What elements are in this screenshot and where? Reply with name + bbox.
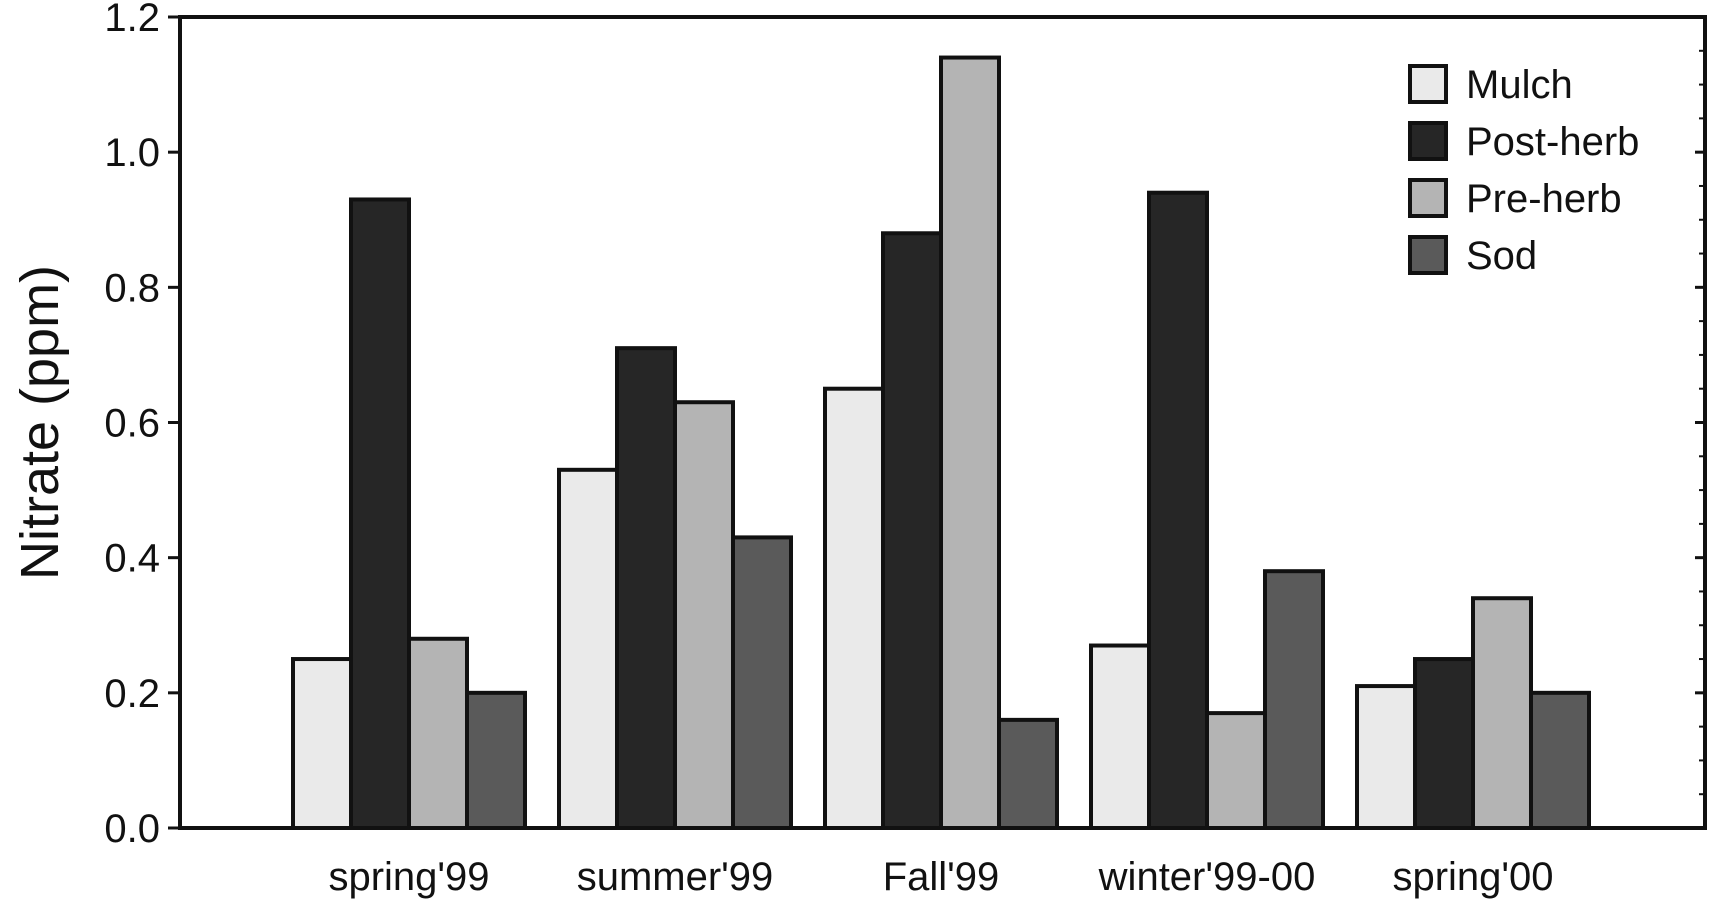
legend-swatch-post-herb <box>1408 121 1448 161</box>
legend-swatch-sod <box>1408 235 1448 275</box>
bar-mulch-1 <box>557 467 619 830</box>
legend-label: Pre-herb <box>1466 177 1622 221</box>
bar-post-herb-1 <box>615 346 677 830</box>
legend-label: Sod <box>1466 234 1537 278</box>
bar-sod-3 <box>1263 569 1325 831</box>
x-tick-label: spring'00 <box>1392 855 1553 899</box>
bar-pre-herb-0 <box>407 636 469 830</box>
bar-mulch-0 <box>291 657 353 831</box>
bar-pre-herb-1 <box>673 400 735 830</box>
y-tick-label: 0.6 <box>104 402 160 446</box>
x-tick-label: summer'99 <box>577 855 774 899</box>
legend-label: Post-herb <box>1466 120 1639 164</box>
legend-label: Mulch <box>1466 63 1573 107</box>
bar-post-herb-0 <box>349 197 411 831</box>
y-tick-label: 0.8 <box>104 266 160 310</box>
bar-mulch-3 <box>1089 643 1151 831</box>
y-axis-title: Nitrate (ppm) <box>10 265 70 580</box>
bar-pre-herb-4 <box>1471 596 1533 831</box>
y-tick-label: 0.4 <box>104 537 160 581</box>
x-tick-label: Fall'99 <box>883 855 1000 899</box>
legend-swatch-mulch <box>1408 64 1448 104</box>
y-axis: 0.0 0.2 0.4 0.6 0.8 1.0 1.2 <box>104 0 1705 851</box>
legend: Mulch Post-herb Pre-herb Sod <box>1408 63 1639 278</box>
bar-sod-4 <box>1529 690 1591 830</box>
bar-post-herb-2 <box>881 231 943 830</box>
y-tick-label: 0.0 <box>104 807 160 851</box>
y-tick-label: 1.0 <box>104 131 160 175</box>
bar-post-herb-4 <box>1413 657 1475 831</box>
x-tick-label: winter'99-00 <box>1098 855 1316 899</box>
bars-layer <box>291 55 1591 831</box>
bar-mulch-4 <box>1355 684 1417 831</box>
legend-swatch-pre-herb <box>1408 178 1448 218</box>
bar-pre-herb-2 <box>939 55 1001 831</box>
bar-pre-herb-3 <box>1205 711 1267 831</box>
bar-sod-1 <box>731 535 793 830</box>
bar-sod-0 <box>465 690 527 830</box>
x-axis: spring'99 summer'99 Fall'99 winter'99-00 spr… <box>328 855 1553 899</box>
y-tick-label: 0.2 <box>104 672 160 716</box>
y-tick-label: 1.2 <box>104 0 160 40</box>
bar-mulch-2 <box>823 386 885 830</box>
bar-sod-2 <box>997 717 1059 830</box>
x-tick-label: spring'99 <box>328 855 489 899</box>
bar-post-herb-3 <box>1147 190 1209 830</box>
